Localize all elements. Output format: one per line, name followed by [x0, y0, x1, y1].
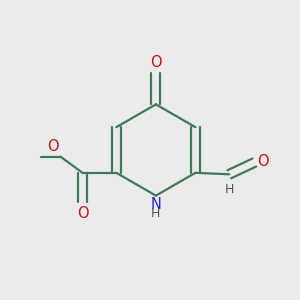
Text: O: O [77, 206, 88, 221]
Text: H: H [151, 207, 160, 220]
Text: H: H [225, 182, 235, 196]
Text: O: O [257, 154, 269, 169]
Text: O: O [47, 139, 59, 154]
Text: O: O [150, 55, 162, 70]
Text: N: N [151, 197, 161, 212]
